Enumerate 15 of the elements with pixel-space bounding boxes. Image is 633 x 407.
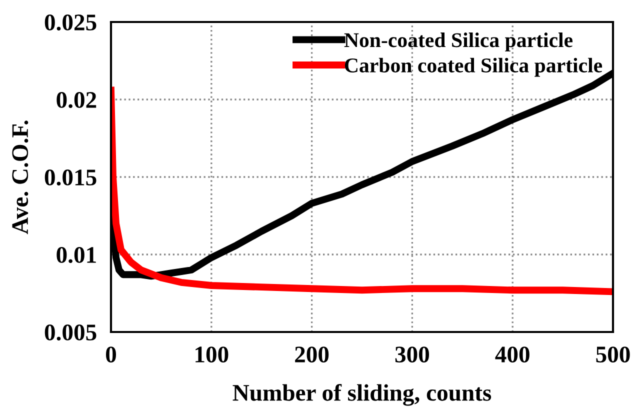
legend-label: Carbon coated Silica particle (344, 58, 602, 77)
x-tick-label: 0 (106, 346, 116, 363)
x-tick-label: 300 (395, 346, 430, 363)
y-tick-label: 0.025 (44, 14, 96, 31)
y-tick-label: 0.005 (44, 324, 96, 341)
x-axis-title: Number of sliding, counts (232, 384, 492, 406)
x-tick-label: 100 (196, 346, 228, 363)
x-tick-label: 500 (596, 346, 630, 363)
y-axis-title: Ave. C.O.F. (12, 120, 28, 234)
y-tick-label: 0.01 (56, 246, 96, 264)
x-tick-label: 200 (295, 346, 329, 363)
legend-label: Non-coated Silica particle (344, 32, 573, 52)
y-tick-label: 0.015 (44, 169, 96, 186)
x-tick-label: 400 (495, 346, 530, 363)
y-tick-label: 0.02 (56, 92, 96, 108)
